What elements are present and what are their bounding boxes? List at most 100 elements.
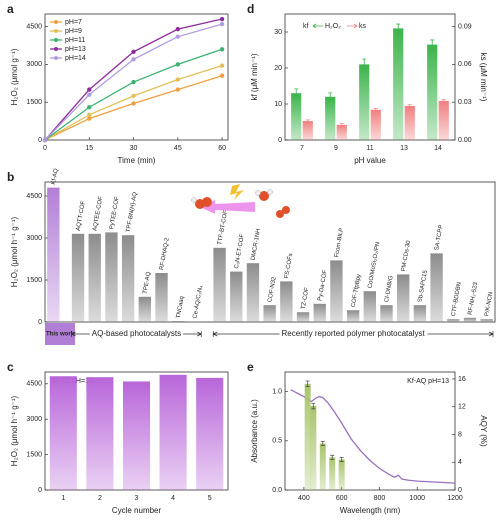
group-label: This work <box>46 332 75 338</box>
y-tick-label: 4500 <box>26 381 42 388</box>
category-label: DMCR-1NH <box>251 228 262 261</box>
bar <box>263 305 276 322</box>
error-bar <box>311 402 316 410</box>
bar <box>363 291 376 322</box>
marker <box>131 49 136 54</box>
marker <box>131 101 136 106</box>
x-tick-label: 0 <box>43 145 47 152</box>
bar <box>230 271 243 322</box>
category-label: Py-Da-COF <box>317 269 328 301</box>
molecule <box>259 191 269 201</box>
bar <box>47 187 60 322</box>
group-label-bg <box>89 329 184 339</box>
molecule <box>255 190 261 196</box>
y-tick-label: 3000 <box>26 61 42 68</box>
group-label: AQ-based photocatalysts <box>92 329 181 338</box>
category-label: Ce-AQ/C₃N₄ <box>192 284 204 319</box>
category-label: TNCaaq <box>176 296 186 319</box>
category-label: COF-N32 <box>267 276 277 303</box>
marker <box>131 57 136 62</box>
panel-label: b <box>7 170 14 184</box>
molecule <box>282 206 290 214</box>
category-label: PM-CDs-30 <box>401 239 412 272</box>
legend-marker <box>54 20 58 24</box>
bar <box>447 319 460 322</box>
illustration <box>191 184 290 218</box>
bar <box>304 383 311 490</box>
y-tick-label: 1500 <box>26 451 42 458</box>
x-tick-label: 1200 <box>447 495 463 502</box>
x-tick-label: 2 <box>98 495 102 502</box>
error-bar <box>330 454 335 460</box>
category-label: TZ-COF <box>301 287 311 310</box>
panel-label: c <box>7 360 14 374</box>
x-tick-label: 13 <box>400 145 408 152</box>
legend-label: ks <box>359 23 367 30</box>
legend-arrow <box>347 23 359 29</box>
y2-tick-label: 0 <box>458 487 462 494</box>
x-tick-label: 4 <box>171 495 175 502</box>
bar <box>380 305 393 322</box>
bar <box>138 296 151 322</box>
bar <box>463 317 477 322</box>
bar <box>302 121 313 140</box>
marker <box>87 92 92 97</box>
y2-tick-label: 0.03 <box>458 99 472 106</box>
y2-axis-label: AQY (%) <box>479 415 488 447</box>
error-bar <box>339 123 344 127</box>
marker <box>219 73 225 78</box>
bar <box>296 312 310 322</box>
y2-tick-label: 0.00 <box>458 137 472 144</box>
group-box <box>45 323 75 345</box>
bar <box>370 109 381 140</box>
y2-tick-label: 12 <box>458 404 466 411</box>
line <box>44 75 223 141</box>
bar <box>122 381 151 490</box>
bar <box>155 273 168 322</box>
bar <box>325 96 336 140</box>
y-axis-label: H₂O₂ (μmol g⁻¹) <box>10 48 19 105</box>
marker <box>175 87 181 92</box>
marker <box>219 47 225 52</box>
molecule <box>267 189 273 195</box>
legend-label: pH=14 <box>65 55 86 62</box>
category-label: P/K-NCN <box>484 291 494 316</box>
bar <box>336 124 347 140</box>
bar <box>319 443 326 490</box>
x-tick-label: 9 <box>334 145 338 152</box>
bar <box>310 406 317 490</box>
x-tick-label: 15 <box>85 145 93 152</box>
bar <box>346 310 360 322</box>
category-label: PyTEE-COF <box>109 196 121 230</box>
marker <box>87 105 92 110</box>
y2-tick-label: 0.06 <box>458 61 472 68</box>
x-tick-label: 1000 <box>409 495 425 502</box>
y-tick-label: 0 <box>38 319 42 326</box>
error-bar <box>305 380 310 387</box>
error-bar <box>373 108 378 112</box>
category-label: Sb-SAPC15 <box>417 269 429 303</box>
y-tick-label: 3000 <box>26 416 42 423</box>
annotation: Kf-AQ pH=13 <box>407 378 449 385</box>
marker <box>219 21 225 27</box>
marker <box>87 112 92 118</box>
marker <box>131 79 136 85</box>
bar <box>246 263 260 322</box>
bar <box>413 305 427 322</box>
y2-tick-label: 4 <box>458 459 462 466</box>
panel-label: e <box>247 360 254 374</box>
bar <box>438 100 449 140</box>
x-axis-label: pH value <box>354 156 386 165</box>
bar <box>121 235 135 322</box>
category-label: SA-TCPP <box>434 224 444 251</box>
legend-marker <box>54 29 58 33</box>
legend-center: H₂O₂ <box>325 23 341 30</box>
x-tick-label: 600 <box>336 495 348 502</box>
y-axis-label: kf (μM min⁻¹) <box>250 53 259 100</box>
bar <box>196 377 224 490</box>
y-tick-label: 0 <box>38 487 42 494</box>
y-tick-label: 1.0 <box>272 389 282 396</box>
legend-marker <box>54 38 58 42</box>
bar <box>71 233 85 322</box>
